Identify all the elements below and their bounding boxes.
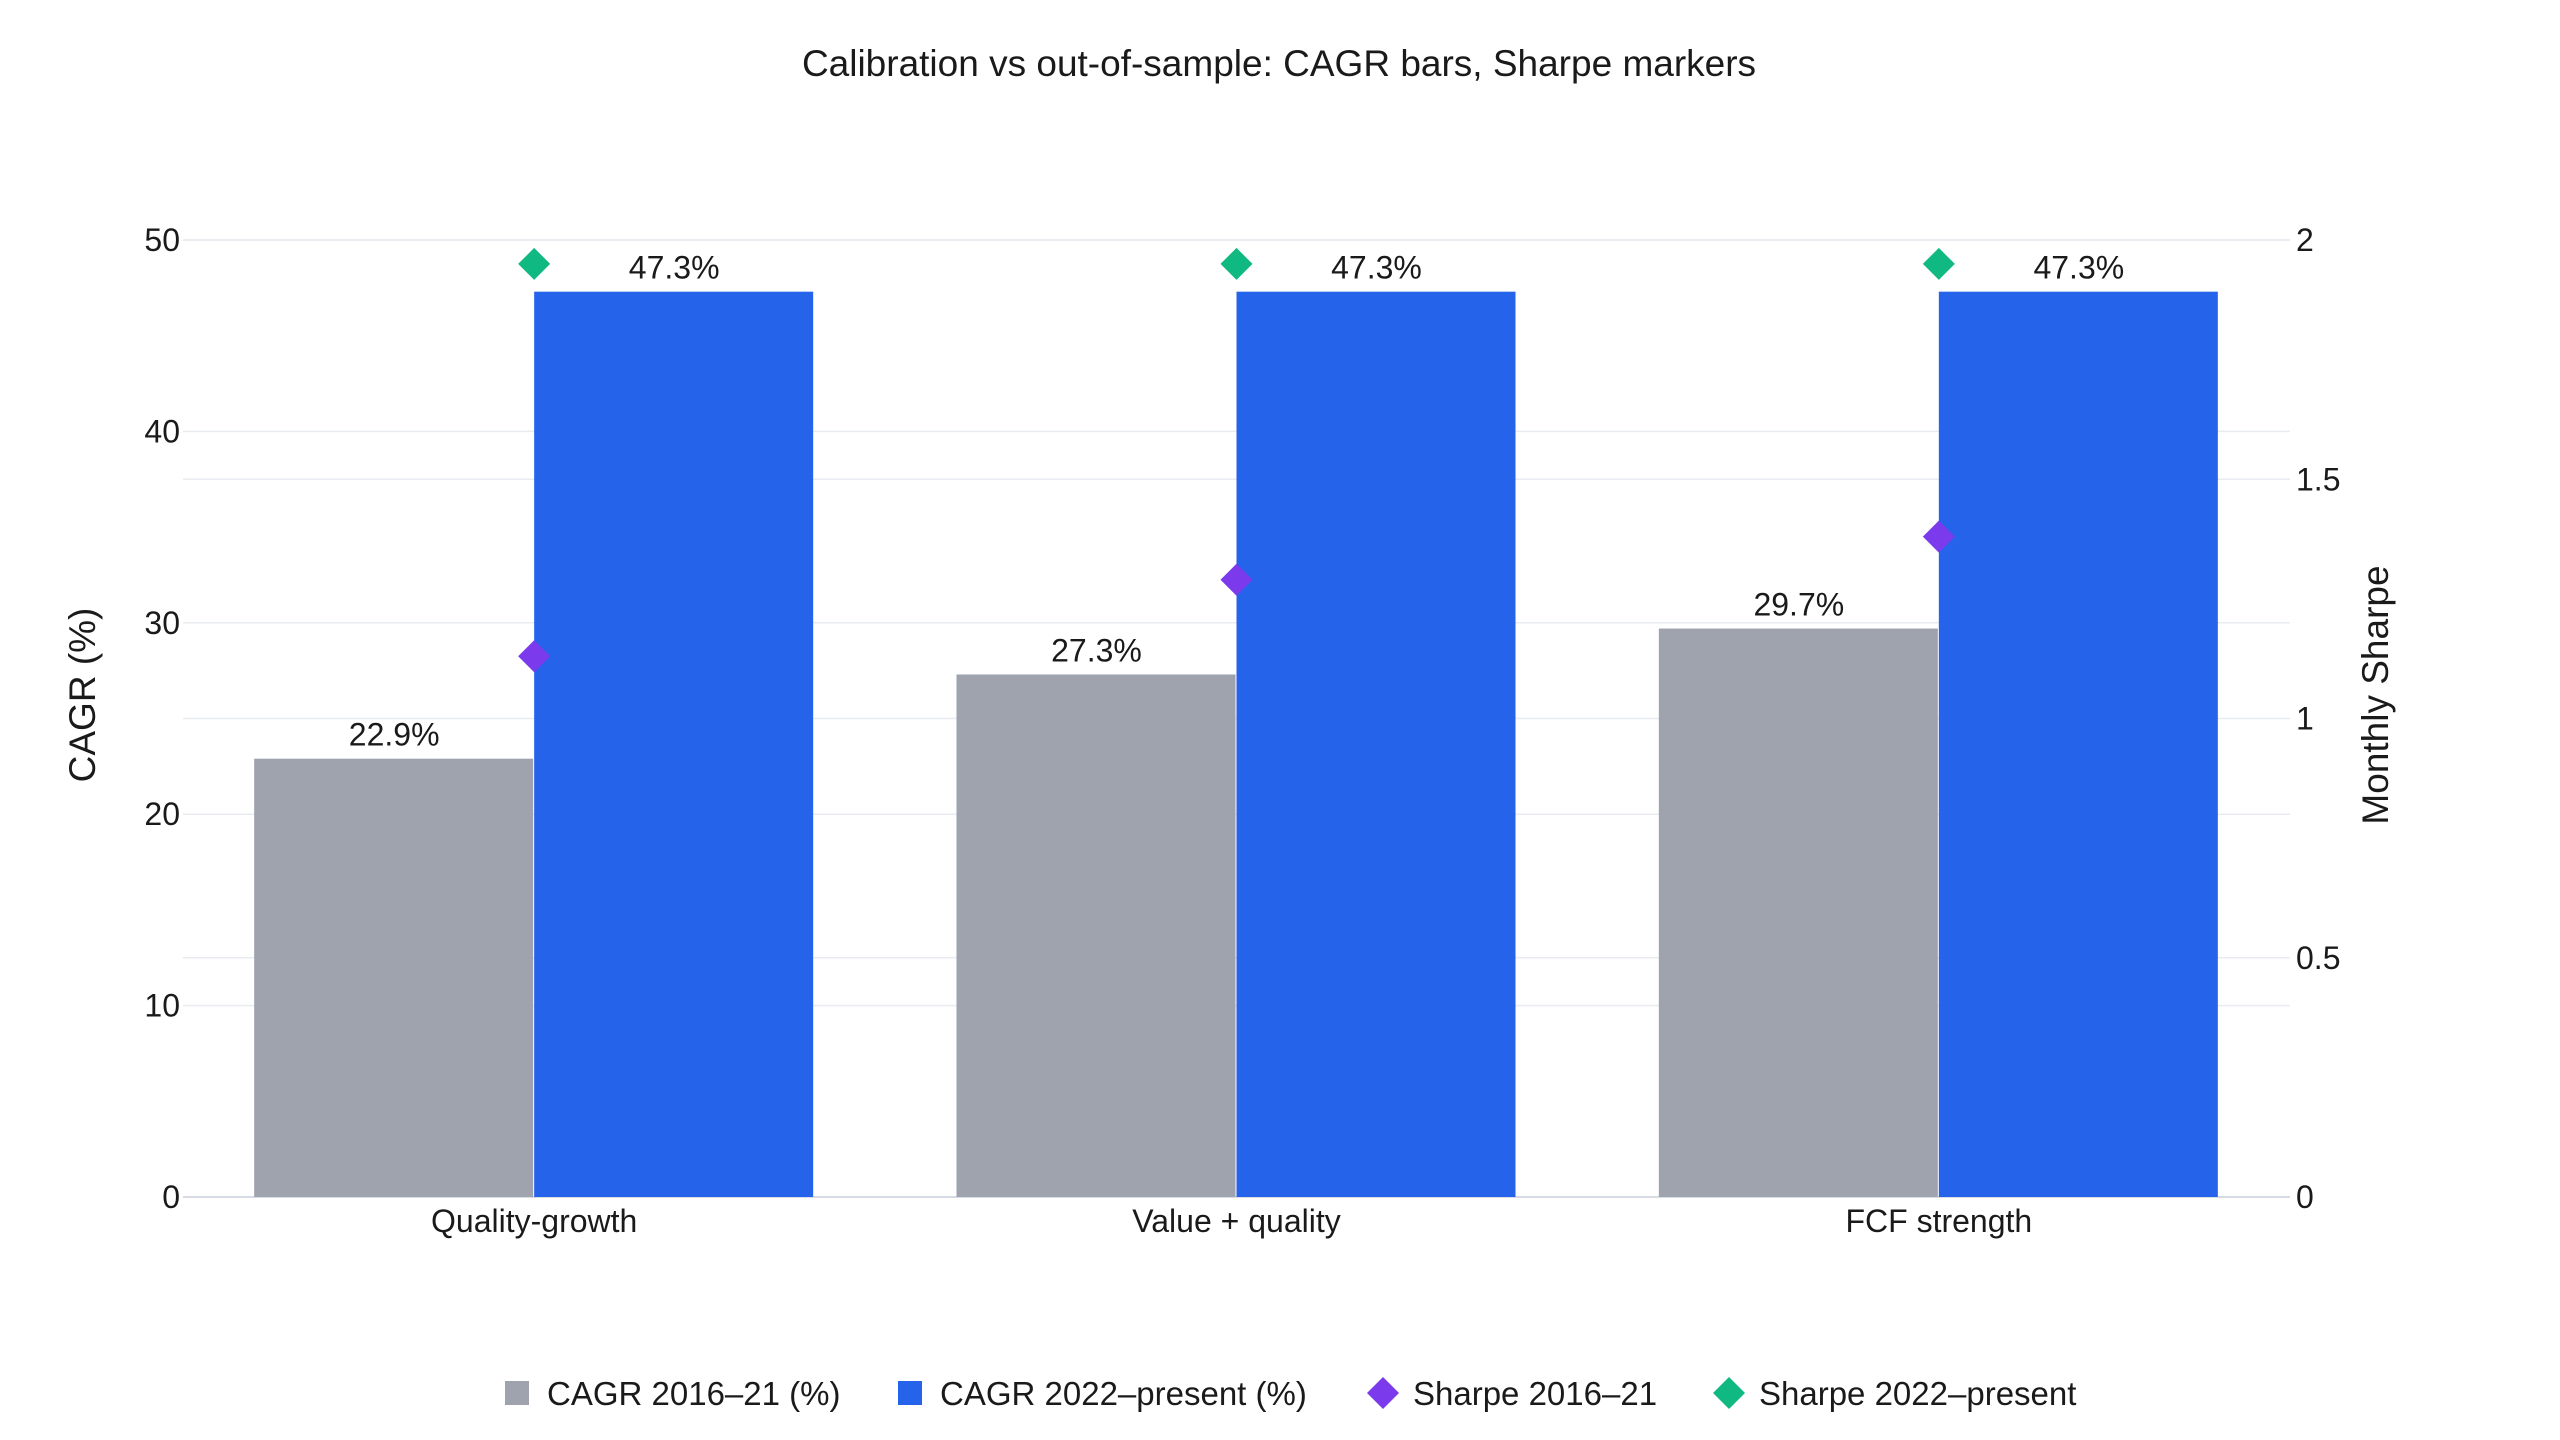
y-axis-ticks: 0 10 20 30 40 50 xyxy=(144,222,180,1215)
y-tick-label: 20 xyxy=(144,796,180,832)
bar-cagr-2016-21-2 xyxy=(1658,628,1938,1197)
y2-tick-label: 1 xyxy=(2296,701,2314,737)
y-tick-label: 40 xyxy=(144,413,180,449)
legend-label: Sharpe 2016–21 xyxy=(1413,1375,1657,1412)
y-tick-label: 30 xyxy=(144,605,180,641)
bar-cagr-2022-present-0 xyxy=(534,291,814,1198)
bar-value-label: 47.3% xyxy=(629,250,720,286)
x-axis-ticks: Quality-growth Value + quality FCF strengt… xyxy=(431,1203,2032,1239)
marker-sharpe-2016-21-2 xyxy=(1922,520,1955,553)
bar-value-label: 47.3% xyxy=(2033,250,2124,286)
x-tick-label: FCF strength xyxy=(1845,1203,2032,1239)
marker-sharpe-2016-21-1 xyxy=(1220,563,1253,596)
y2-axis-title: Monthly Sharpe xyxy=(2355,565,2396,824)
legend-swatch xyxy=(505,1381,529,1405)
y-tick-label: 10 xyxy=(144,988,180,1024)
legend-swatch xyxy=(898,1381,922,1405)
y-tick-label: 50 xyxy=(144,222,180,258)
chart-title: Calibration vs out-of-sample: CAGR bars,… xyxy=(802,43,1756,84)
legend-label: Sharpe 2022–present xyxy=(1759,1375,2076,1412)
y2-tick-label: 0.5 xyxy=(2296,940,2340,976)
y2-axis-ticks: 0 0.5 1 1.5 2 xyxy=(2296,222,2340,1215)
y2-tick-label: 0 xyxy=(2296,1179,2314,1215)
marker-sharpe-2022-present-1 xyxy=(1220,247,1253,280)
marker-sharpe-2016-21-0 xyxy=(518,640,551,673)
y2-tick-label: 2 xyxy=(2296,222,2314,258)
legend-label: CAGR 2016–21 (%) xyxy=(547,1375,840,1412)
bar-value-label: 47.3% xyxy=(1331,250,1422,286)
y-axis-title: CAGR (%) xyxy=(62,608,103,783)
y-tick-label: 0 xyxy=(162,1179,180,1215)
marker-sharpe-2022-present-2 xyxy=(1922,247,1955,280)
bar-value-label: 27.3% xyxy=(1051,632,1142,668)
legend-label: CAGR 2022–present (%) xyxy=(940,1375,1307,1412)
bar-value-label: 22.9% xyxy=(349,717,440,753)
bar-cagr-2016-21-0 xyxy=(254,758,534,1197)
bars-layer xyxy=(254,291,2218,1198)
marker-sharpe-2022-present-0 xyxy=(518,247,551,280)
bar-cagr-2022-present-2 xyxy=(1938,291,2218,1198)
bar-labels-layer: 22.9% 47.3% 27.3% 47.3% 29.7% 47.3% xyxy=(349,250,2124,753)
bar-cagr-2022-present-1 xyxy=(1236,291,1516,1198)
x-tick-label: Quality-growth xyxy=(431,1203,637,1239)
y2-tick-label: 1.5 xyxy=(2296,461,2340,497)
bar-value-label: 29.7% xyxy=(1753,587,1844,623)
legend: CAGR 2016–21 (%) CAGR 2022–present (%) Sha… xyxy=(505,1375,2076,1412)
legend-swatch xyxy=(1713,1377,1745,1409)
x-tick-label: Value + quality xyxy=(1132,1203,1340,1239)
sharpe-markers-layer xyxy=(518,247,1955,673)
legend-swatch xyxy=(1367,1377,1399,1409)
bar-cagr-2016-21-1 xyxy=(956,674,1236,1197)
